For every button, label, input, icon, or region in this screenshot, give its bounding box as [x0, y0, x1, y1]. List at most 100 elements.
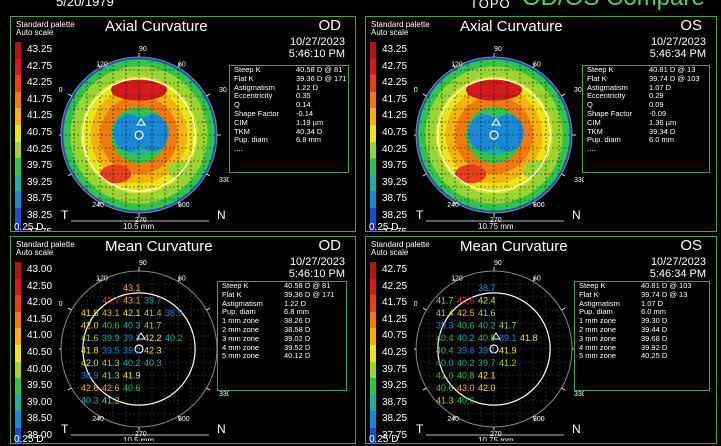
scale-swatch — [370, 328, 376, 345]
info-value: 0.35 — [296, 91, 311, 101]
axis-tick — [97, 277, 101, 282]
info-value: 1.07 D — [641, 298, 664, 308]
axis-label-150: 150 — [414, 301, 418, 308]
axis-tick — [561, 93, 566, 97]
scale-row: 38.25 — [15, 207, 55, 225]
info-row: 1 mm zone 39.30 D — [575, 316, 709, 326]
curvature-value: 40.3 — [123, 321, 141, 331]
curvature-value: 39.6 — [457, 346, 475, 356]
panel-axial-os[interactable]: Standard palette Auto scale Axial Curvatur… — [365, 16, 717, 232]
scale-swatch — [15, 427, 21, 443]
scale-value: 38.00 — [27, 429, 53, 441]
scale-value: 39.25 — [382, 380, 408, 392]
curvature-value: 39.7 — [144, 296, 162, 306]
info-row: Pup. diam 6.8 mm — [230, 135, 348, 145]
info-label: TKM — [234, 126, 250, 136]
curvature-value: 42.1 — [478, 371, 496, 381]
axis-label-120: 120 — [96, 275, 108, 282]
curvature-value: 41.2 — [499, 358, 517, 368]
axis-label-120: 120 — [96, 61, 108, 68]
scale-value: 41.25 — [382, 110, 408, 122]
scale-mode-label: Auto scale — [16, 28, 54, 37]
curvature-value: 41.9 — [499, 346, 517, 356]
info-row: Pup. diam 6.0 mm — [583, 135, 709, 145]
curvature-value: 40.6 — [102, 321, 120, 331]
info-label: 4 mm zone — [579, 342, 617, 352]
info-row: Astigmatism 1.22 D — [230, 83, 348, 93]
axis-tick — [177, 202, 181, 207]
scale-swatch — [15, 42, 21, 59]
scale-swatch — [370, 42, 376, 59]
scale-swatch — [15, 141, 21, 159]
scale-row: 41.75 — [370, 91, 410, 109]
curvature-value: 41.3 — [102, 358, 120, 368]
info-row: 3 mm zone 39.68 D — [575, 333, 709, 344]
axis-tick — [532, 416, 536, 421]
axis-tick — [452, 277, 456, 282]
panel-axial-od[interactable]: Standard palette Auto scale Axial Curvatur… — [10, 16, 356, 232]
nasal-label: N — [217, 422, 226, 436]
scale-row: 41.25 — [15, 108, 55, 125]
panel-mean-os[interactable]: Standard palette Auto scale Mean Curvature… — [365, 236, 717, 444]
scale-step: 0.25 D — [369, 222, 399, 232]
axis-tick — [177, 416, 181, 421]
scale-value: 42.25 — [27, 77, 53, 89]
scale-value: 38.25 — [382, 413, 408, 425]
axis-tick — [452, 416, 456, 421]
exam-time: 5:46:34 PM — [649, 268, 706, 280]
scale-value: 41.00 — [27, 330, 53, 342]
scale-value: 41.50 — [27, 313, 53, 325]
scale-row: 40.25 — [15, 141, 55, 159]
panel-mean-od[interactable]: Standard palette Auto scale Mean Curvature… — [10, 236, 356, 444]
mm-scale-label: 10.5 mm — [123, 222, 154, 229]
axis-tick — [561, 307, 566, 311]
scale-value: 43.25 — [27, 44, 53, 55]
info-box: Steep K 40.58 D @ 81 Flat K 39.36 D @ 171 As… — [217, 281, 347, 391]
scale-row: 40.50 — [15, 344, 55, 362]
curvature-value: 41.9 — [123, 371, 141, 381]
scale-row: 39.00 — [15, 394, 55, 412]
scale-row: 42.75 — [370, 262, 410, 279]
map-title: Mean Curvature — [460, 238, 568, 255]
info-label: Steep K — [222, 281, 249, 290]
scale-swatch — [370, 295, 376, 312]
axis-label-120: 120 — [451, 275, 463, 282]
info-value: 1.19 µm — [296, 117, 324, 127]
info-value: -0.14 — [296, 108, 314, 118]
exam-date: 10/27/2023 — [289, 256, 345, 268]
curvature-value: 41.6 — [478, 308, 496, 318]
scale-row: 38.25 — [370, 411, 410, 428]
axis-tick — [422, 173, 427, 177]
scale-value: 40.25 — [382, 346, 408, 358]
info-row: 2 mm zone 38.58 D — [218, 324, 346, 335]
nasal-label: N — [217, 208, 226, 222]
curvature-value: 39.9 — [102, 333, 120, 343]
axis-label-90: 90 — [139, 46, 147, 53]
scale-row: 39.75 — [15, 158, 55, 175]
info-value: 6.8 mm — [296, 135, 322, 145]
scale-row: 41.50 — [15, 311, 55, 329]
axis-label-270: 270 — [490, 431, 502, 438]
axis-tick — [177, 277, 181, 282]
info-value: 38.58 D — [284, 324, 311, 334]
pupil-center-icon — [491, 118, 501, 126]
topography-map: 38.741.7 43.6 42.441.4 42.5 41.639.3 40.6 40.2… — [414, 260, 584, 441]
info-label: Steep K — [234, 65, 261, 74]
nasal-label: N — [572, 208, 581, 222]
axis-label-300: 300 — [533, 416, 545, 423]
info-value: 39.68 D — [641, 333, 668, 343]
scale-row: 39.25 — [15, 174, 55, 192]
axis-tick — [206, 173, 211, 177]
curvature-value: 42.3 — [144, 346, 162, 356]
scale-value: 40.75 — [382, 330, 408, 342]
scale-value: 42.50 — [27, 280, 53, 292]
axis-tick — [177, 63, 181, 68]
scale-value: 38.75 — [27, 193, 53, 205]
curvature-value: 40.9 — [478, 333, 496, 343]
scale-swatch — [15, 311, 21, 329]
info-row: 5 mm zone 40.12 D — [218, 351, 346, 361]
info-value: 40.58 D @ 81 — [284, 281, 331, 290]
curvature-value: 41.8 — [81, 308, 99, 318]
scale-row: 42.50 — [15, 278, 55, 296]
curvature-value: 39.7 — [478, 358, 496, 368]
